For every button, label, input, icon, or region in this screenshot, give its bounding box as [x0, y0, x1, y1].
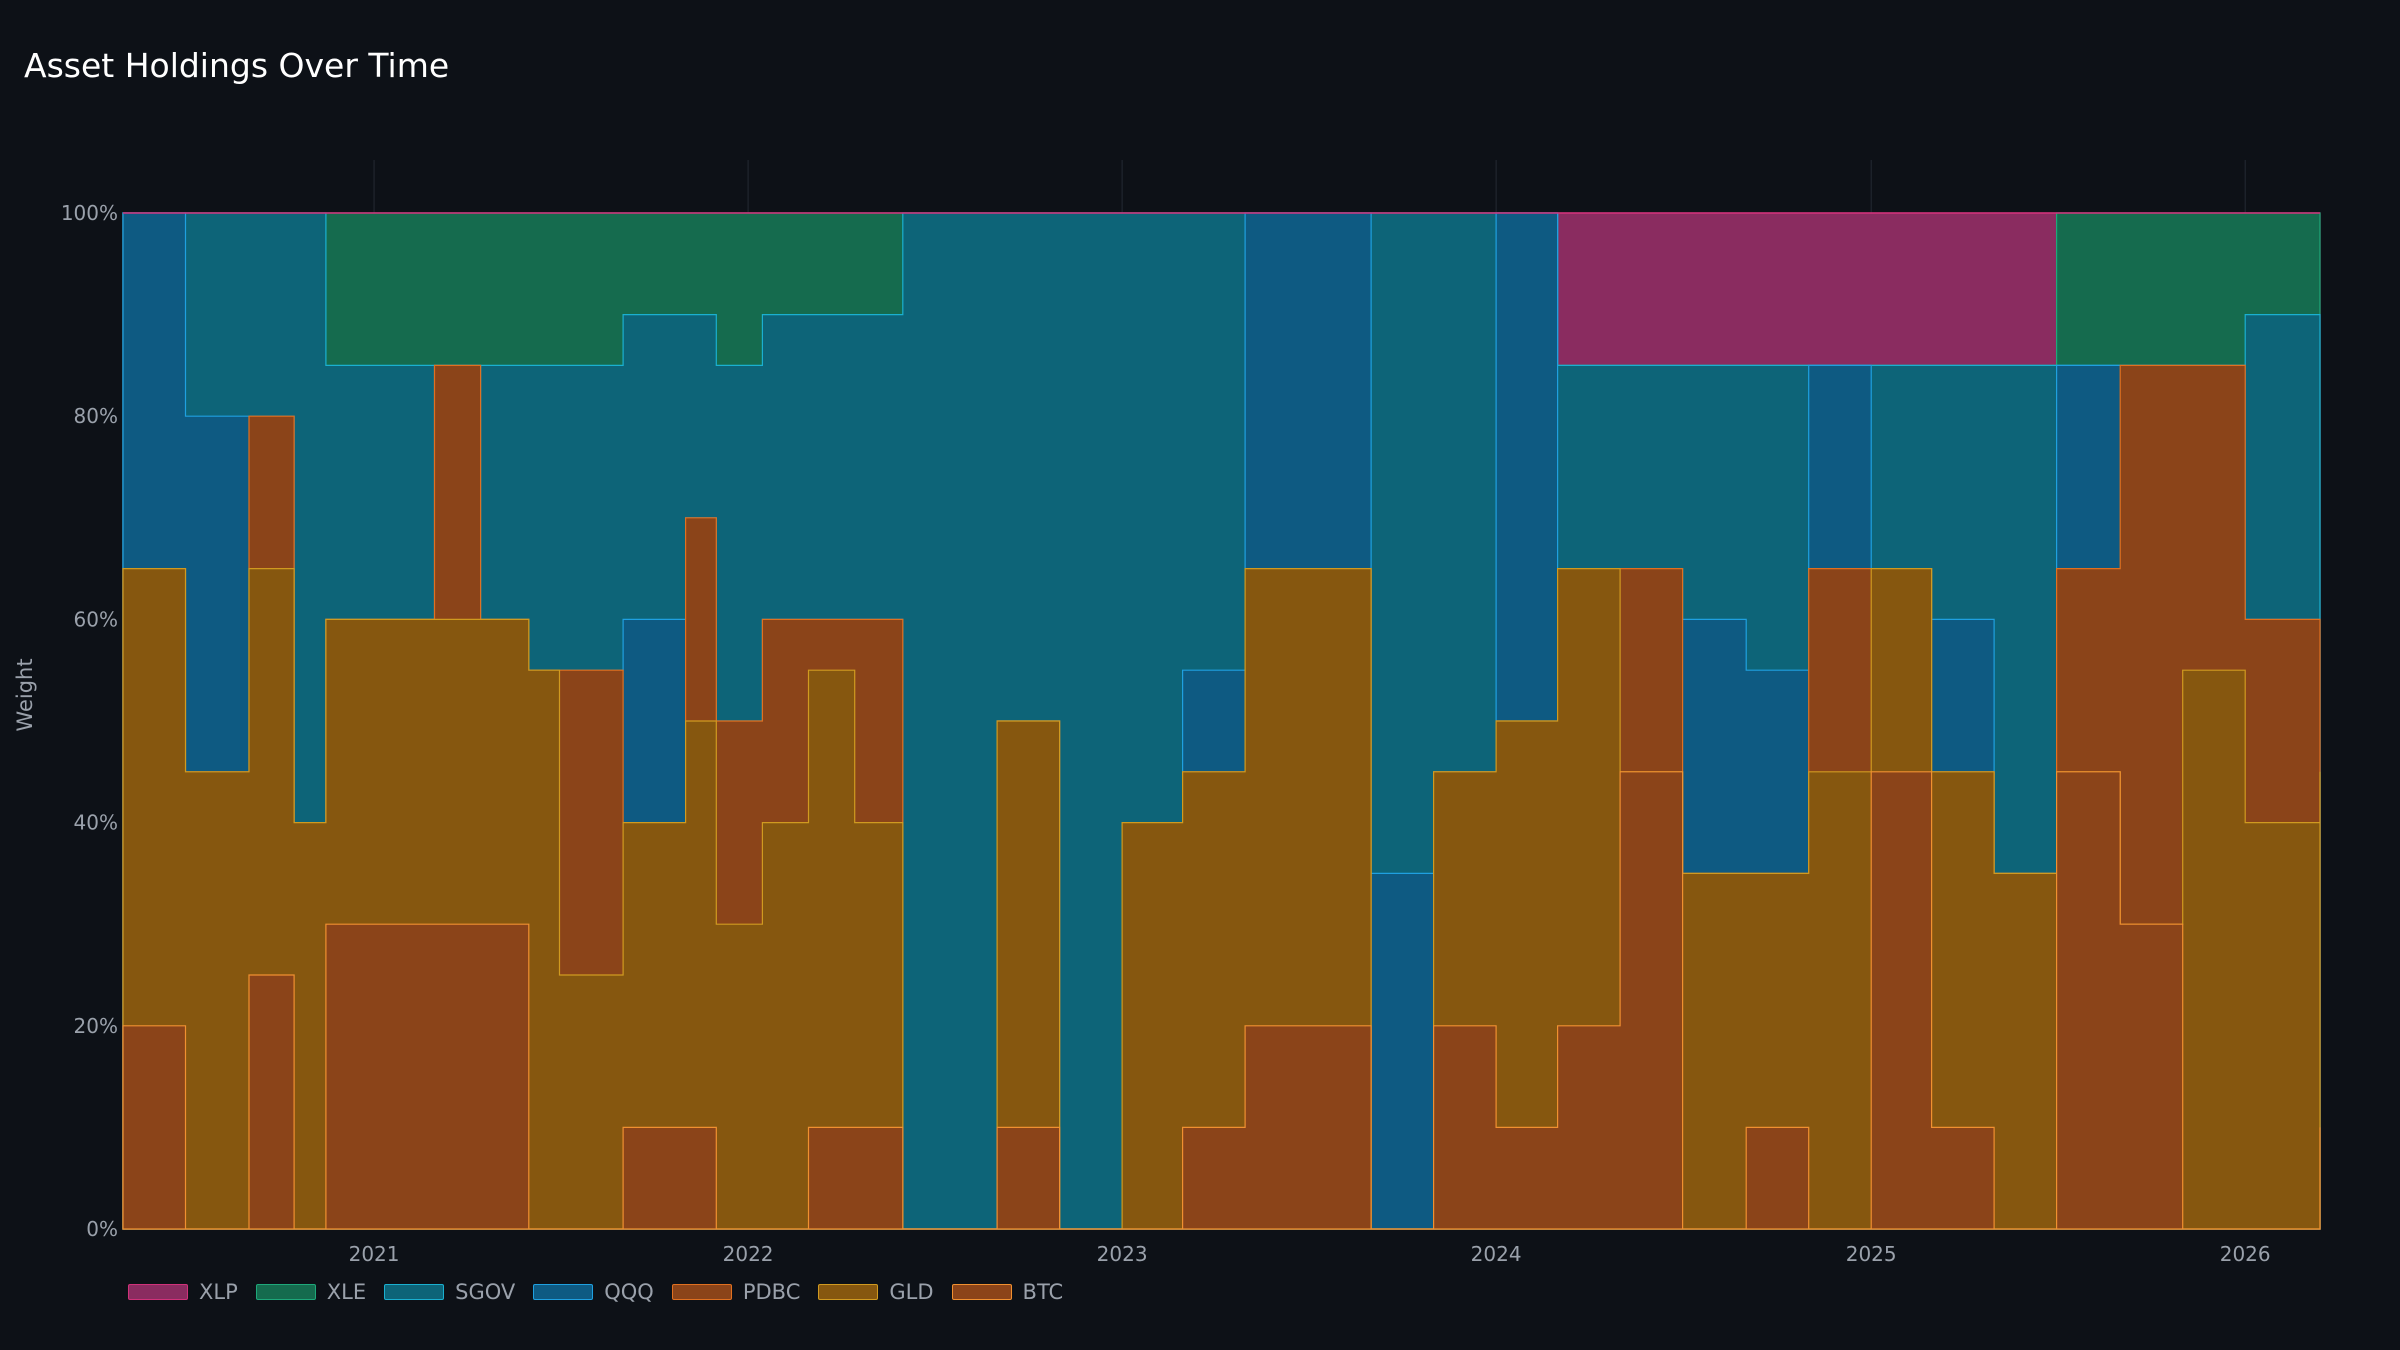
y-axis-label: Weight: [13, 658, 37, 731]
area-gld[interactable]: [122, 568, 2321, 1230]
legend-swatch: [951, 1284, 1012, 1300]
y-tick-label: 60%: [74, 607, 118, 631]
legend-item-gld[interactable]: GLD: [818, 1280, 934, 1304]
legend-item-pdbc[interactable]: PDBC: [671, 1280, 801, 1304]
legend: XLP XLE SGOV QQQ PDBC GLD BTC: [128, 1280, 1063, 1304]
legend-swatch: [818, 1284, 879, 1300]
legend-swatch: [255, 1284, 316, 1300]
y-tick-label: 0%: [86, 1217, 118, 1241]
legend-item-sgov[interactable]: SGOV: [384, 1280, 515, 1304]
legend-label: PDBC: [742, 1280, 801, 1304]
y-tick-label: 100%: [61, 201, 118, 225]
legend-item-btc[interactable]: BTC: [951, 1280, 1064, 1304]
x-tick-label: 2026: [2220, 1242, 2271, 1266]
legend-label: QQQ: [604, 1280, 654, 1304]
legend-item-xle[interactable]: XLE: [255, 1280, 367, 1304]
x-axis-ticks: 2021 2022 2023 2024 2025 2026: [349, 1242, 2271, 1266]
legend-label: BTC: [1022, 1280, 1064, 1304]
legend-label: XLE: [326, 1280, 367, 1304]
y-tick-label: 40%: [74, 811, 118, 835]
legend-swatch: [128, 1284, 188, 1300]
legend-swatch: [384, 1284, 445, 1300]
legend-label: GLD: [889, 1280, 934, 1304]
chart-title: Asset Holdings Over Time: [24, 46, 450, 85]
y-axis-ticks: 0% 20% 40% 60% 80% 100%: [61, 201, 118, 1241]
legend-label: XLP: [199, 1280, 238, 1304]
legend-item-qqq[interactable]: QQQ: [533, 1280, 654, 1304]
y-tick-label: 20%: [74, 1014, 118, 1038]
x-tick-label: 2023: [1097, 1242, 1148, 1266]
y-tick-label: 80%: [74, 404, 118, 428]
stacked-areas: [122, 212, 2321, 1230]
x-tick-label: 2021: [349, 1242, 400, 1266]
legend-swatch: [533, 1284, 594, 1300]
x-tick-label: 2022: [723, 1242, 774, 1266]
x-tick-label: 2025: [1846, 1242, 1897, 1266]
legend-swatch: [671, 1284, 732, 1300]
x-tick-label: 2024: [1471, 1242, 1522, 1266]
legend-item-xlp[interactable]: XLP: [128, 1280, 238, 1304]
area-btc[interactable]: [122, 771, 2321, 1230]
legend-label: SGOV: [455, 1280, 516, 1304]
